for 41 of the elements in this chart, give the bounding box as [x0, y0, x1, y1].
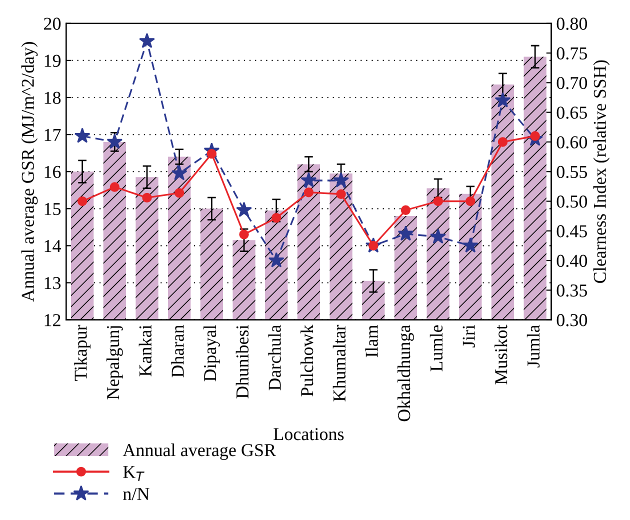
y-tick-label: 19	[44, 54, 61, 67]
y-tick-label: 18	[44, 92, 61, 104]
x-tick-label: Dharan	[171, 324, 184, 378]
x-tick-label: Okhaldhunga	[398, 324, 414, 422]
x-tick-label: Musikot	[494, 324, 508, 384]
y2-tick-label: 0.60	[556, 136, 588, 148]
x-tick-label: Dhunibesi	[236, 325, 249, 398]
x-tick-label: Jiri	[462, 325, 475, 348]
y2-tick-label: 0.55	[556, 166, 588, 178]
y2-tick-label: 0.70	[556, 76, 588, 90]
y2-tick-label: 0.30	[556, 314, 588, 326]
y2-tick-label: 0.40	[556, 254, 588, 268]
x-tick-label: Ilam	[365, 324, 378, 358]
y-tick-label: 15	[44, 202, 61, 216]
legend-label: n/N	[123, 488, 150, 500]
x-tick-label: Lumle	[430, 325, 443, 372]
y2-tick-label: 0.50	[556, 195, 588, 208]
x-tick-label: Kankai	[138, 325, 152, 376]
y2-tick-label: 0.65	[556, 106, 588, 119]
x-tick-label: Tikapur	[74, 324, 91, 381]
y2-axis-title: Clearness Index (relative SSH)	[593, 60, 610, 283]
y-tick-label: 20	[44, 18, 61, 30]
y2-tick-label: 0.35	[556, 284, 588, 297]
y2-tick-label: 0.45	[556, 225, 588, 238]
x-tick-label: Jumla	[526, 324, 540, 368]
y2-tick-label: 0.80	[556, 18, 588, 30]
y-tick-label: 12	[44, 314, 60, 326]
legend-label: Annual average GSR	[122, 444, 276, 460]
y-axis-title: Annual average GSR (MJ/m^2/day)	[21, 42, 38, 302]
y2-tick-label: 0.75	[556, 47, 588, 60]
x-tick-label: Darchula	[268, 324, 281, 390]
x-tick-label: Khumaltar	[332, 324, 346, 402]
y-tick-label: 13	[44, 277, 61, 290]
x-tick-label: Nepalgunj	[106, 326, 123, 400]
legend-label: K$_{T}$	[123, 466, 144, 481]
y-tick-label: 14	[44, 240, 62, 252]
x-tick-label: Dipayal	[203, 325, 220, 382]
y-tick-label: 17	[44, 128, 61, 141]
x-axis-title: Locations	[274, 428, 344, 440]
x-tick-label: Pulchowk	[300, 324, 314, 396]
y-tick-label: 16	[44, 166, 61, 178]
